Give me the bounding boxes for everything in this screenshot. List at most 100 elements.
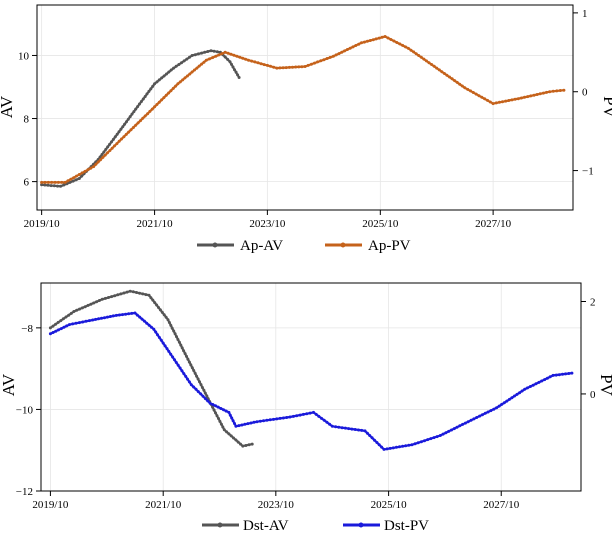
legend-label-dst-pv: Dst-PV [384, 518, 429, 534]
series-point-dst-av [190, 366, 194, 370]
series-point-ap-pv [427, 61, 431, 65]
series-point-dst-pv [249, 421, 253, 425]
series-point-dst-pv [543, 378, 547, 382]
series-point-dst-pv [410, 443, 414, 447]
series-point-dst-pv [174, 361, 178, 364]
series-point-dst-av [170, 326, 174, 330]
legend: Dst-AV Dst-PV [202, 518, 429, 534]
series-point-ap-pv [278, 66, 282, 70]
series-point-dst-pv [520, 389, 524, 393]
series-point-ap-av [125, 120, 128, 124]
series-point-dst-pv [219, 407, 223, 410]
series-point-ap-pv [365, 39, 369, 43]
series-point-dst-pv [165, 347, 169, 351]
series-point-dst-pv [105, 315, 109, 319]
legend-entry-dst-pv: Dst-PV [343, 518, 429, 534]
series-point-ap-av [215, 50, 219, 54]
series-point-dst-av [153, 301, 157, 305]
series-point-dst-pv [163, 344, 167, 348]
series-point-dst-pv [230, 416, 234, 420]
series-point-ap-av [121, 125, 125, 129]
x-tick-label: 2023/10 [249, 218, 286, 230]
plot-frame [40, 282, 582, 492]
x-tick-label: 2025/10 [371, 499, 408, 511]
series-point-dst-pv [380, 445, 384, 449]
series-point-dst-av [166, 318, 170, 322]
series-point-dst-av [107, 296, 110, 299]
series-point-ap-pv [362, 40, 366, 44]
series-point-dst-pv [337, 425, 341, 429]
series-point-dst-pv [404, 444, 408, 448]
series-point-ap-av [110, 140, 113, 144]
series-point-ap-pv [455, 80, 459, 84]
legend-entry-dst-av: Dst-AV [202, 518, 289, 534]
series-point-ap-pv [150, 107, 154, 111]
series-point-dst-pv [114, 313, 118, 317]
series-point-dst-av [113, 294, 117, 298]
series-point-ap-av [149, 87, 153, 91]
series-point-dst-pv [62, 325, 66, 329]
series-point-dst-av [232, 436, 235, 440]
x-tick-label: 2027/10 [483, 499, 520, 511]
series-point-dst-pv [391, 446, 395, 450]
series-point-dst-pv [291, 414, 295, 418]
series-point-ap-pv [272, 65, 276, 69]
series-point-ap-pv [244, 57, 248, 61]
series-point-dst-pv [149, 325, 153, 329]
series-point-ap-pv [77, 173, 81, 176]
series-point-dst-pv [489, 409, 493, 413]
series-point-dst-av [83, 305, 87, 309]
series-point-ap-pv [325, 57, 329, 60]
series-point-dst-pv [357, 428, 360, 432]
series-point-dst-pv [360, 428, 364, 432]
series-point-dst-pv [564, 372, 568, 376]
legend: Ap-AV Ap-PV [197, 238, 411, 254]
series-point-dst-pv [347, 427, 351, 431]
series-point-ap-pv [103, 153, 107, 157]
series-point-dst-pv [186, 377, 189, 381]
series-point-dst-pv [534, 382, 538, 386]
series-point-dst-pv [370, 436, 374, 440]
y-tick-label-right: 0 [582, 87, 588, 99]
series-point-dst-pv [161, 341, 165, 345]
y-tick-label-left: 10 [18, 50, 30, 62]
series-point-ap-av [233, 68, 236, 72]
series-point-dst-pv [173, 358, 176, 362]
series-point-dst-pv [196, 390, 200, 394]
series-point-dst-pv [71, 322, 75, 326]
series-point-dst-pv [65, 324, 69, 328]
series-point-dst-pv [444, 431, 448, 435]
series-point-ap-pv [66, 179, 70, 183]
series-point-dst-av [169, 323, 173, 327]
series-point-ap-av [111, 137, 115, 141]
series-point-dst-pv [325, 420, 329, 424]
series-point-ap-pv [195, 66, 199, 70]
series-point-dst-pv [373, 438, 376, 442]
series-point-ap-pv [516, 97, 520, 101]
series-point-dst-pv [157, 336, 161, 339]
series-point-ap-pv [450, 77, 454, 81]
series-point-ap-pv [171, 86, 175, 90]
series-point-dst-av [158, 308, 162, 312]
series-point-dst-av [227, 432, 231, 436]
series-point-ap-pv [183, 76, 187, 80]
series-point-ap-pv [471, 91, 475, 94]
series-point-ap-pv [247, 58, 250, 62]
series-point-dst-av [229, 434, 233, 438]
series-point-ap-pv [474, 92, 478, 96]
series-point-ap-pv [253, 60, 257, 64]
series-point-ap-pv [60, 180, 64, 184]
series-point-dst-pv [413, 442, 417, 446]
series-point-ap-pv [190, 70, 194, 74]
series-point-dst-pv [528, 385, 532, 388]
series-point-dst-av [193, 371, 197, 375]
series-point-ap-pv [419, 55, 423, 59]
series-point-dst-pv [469, 418, 473, 422]
series-point-ap-pv [193, 68, 196, 72]
series-point-dst-pv [317, 414, 321, 418]
series-point-ap-pv [43, 180, 47, 184]
series-point-dst-av [211, 405, 215, 409]
series-point-dst-pv [305, 412, 309, 416]
series-point-dst-pv [268, 418, 272, 422]
y-axis-title-left: AV [0, 95, 16, 118]
